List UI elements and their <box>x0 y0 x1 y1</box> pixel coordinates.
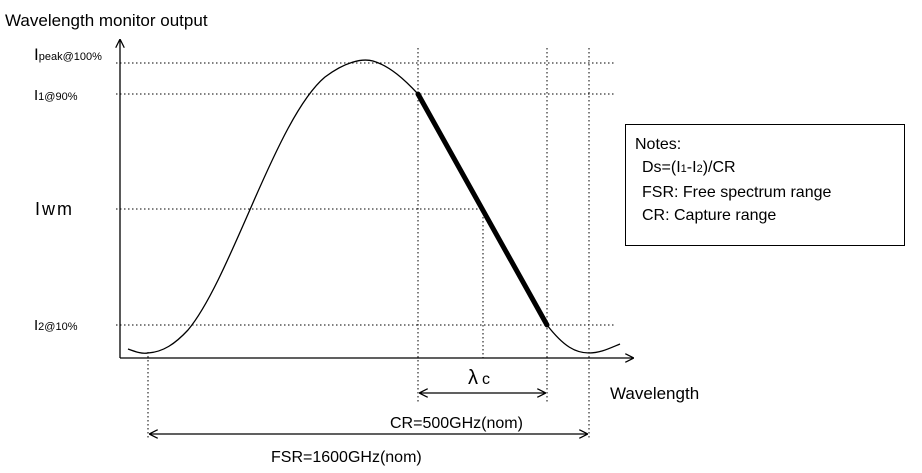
peak-level-label: Ipeak@100% <box>34 45 102 64</box>
x-axis-label: Wavelength <box>610 384 699 403</box>
y-axis-label: Wavelength monitor output <box>5 11 208 30</box>
notes-cr-definition: CR: Capture range <box>642 207 777 224</box>
fsr-dimension-label: FSR=1600GHz(nom) <box>271 449 422 466</box>
response-curve <box>127 59 621 354</box>
notes-ds-formula: Ds=(I1-I2)/CR <box>642 159 736 176</box>
cr-dimension-label: CR=500GHz(nom) <box>390 415 523 432</box>
notes-fsr-definition: FSR: Free spectrum range <box>642 184 832 201</box>
notes-title: Notes: <box>635 136 682 153</box>
capture-range-slope <box>415 91 550 328</box>
i1-level-label: I1@90% <box>34 87 78 104</box>
notes-box: Notes: Ds=(I1-I2)/CR FSR: Free spectrum … <box>625 124 905 246</box>
i2-level-label: I2@10% <box>34 317 78 334</box>
iwm-level-label: Iwm <box>35 199 74 219</box>
